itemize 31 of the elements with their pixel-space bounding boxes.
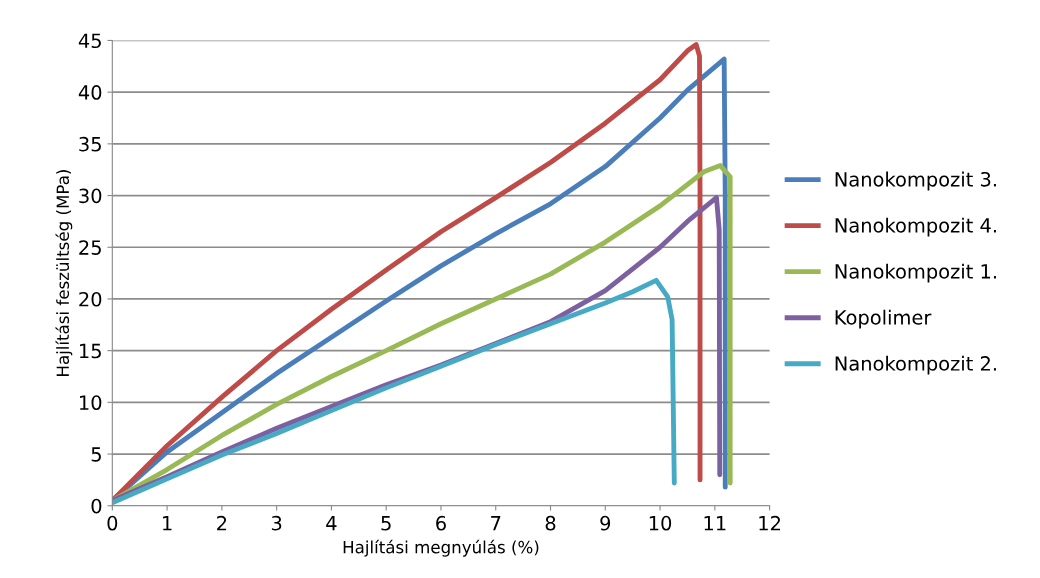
x-tick-label: 10	[649, 515, 672, 531]
x-tick-label: 1	[163, 516, 172, 531]
x-tick-label: 11	[704, 516, 726, 531]
legend-label: Nanokompozit 3.	[835, 171, 996, 191]
y-tick-label: 30	[79, 188, 102, 204]
legend-label: Nanokompozit 4.	[835, 217, 996, 237]
x-tick-label: 5	[381, 516, 391, 531]
y-tick-label: 15	[79, 343, 101, 359]
legend-label: Nanokompozit 2.	[835, 355, 996, 375]
y-tick-label: 20	[79, 291, 102, 307]
x-tick-label: 3	[271, 515, 282, 531]
y-tick-label: 10	[79, 395, 102, 411]
x-tick-label: 8	[545, 515, 556, 531]
y-tick-label: 45	[78, 33, 101, 49]
x-tick-label: 7	[491, 516, 501, 531]
x-tick-label: 6	[436, 515, 446, 531]
y-tick-label: 25	[79, 240, 101, 255]
legend-label: Kopolimer	[835, 309, 932, 329]
y-tick-label: 35	[79, 136, 101, 152]
y-tick-label: 5	[91, 447, 101, 462]
line-series	[112, 277, 677, 506]
x-tick-label: 12	[759, 515, 781, 531]
x-tick-label: 4	[326, 516, 337, 531]
x-axis-title: Hajlítási megnyúlás (%)	[343, 539, 539, 557]
y-axis-title: Hajlítási feszültség (MPa)	[55, 170, 73, 376]
legend-label: Nanokompozit 1.	[835, 263, 996, 283]
x-tick-label: 0	[107, 515, 118, 531]
x-tick-label: 9	[600, 515, 611, 531]
x-tick-label: 2	[217, 515, 227, 531]
y-tick-label: 0	[91, 498, 102, 514]
y-tick-label: 40	[78, 85, 102, 100]
